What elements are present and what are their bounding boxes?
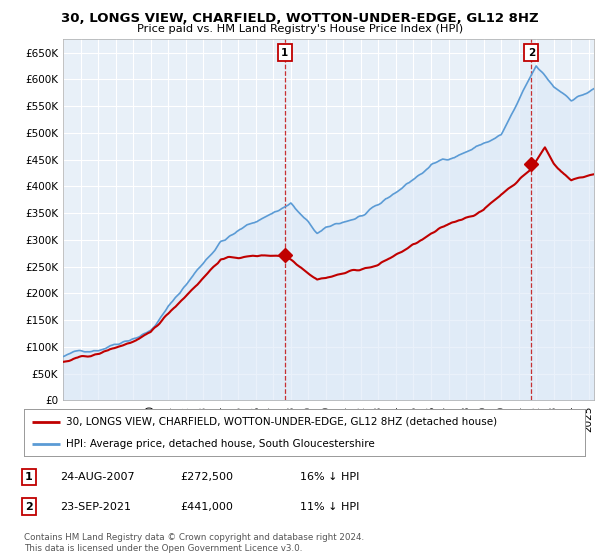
Text: 1: 1 xyxy=(25,472,32,482)
Text: HPI: Average price, detached house, South Gloucestershire: HPI: Average price, detached house, Sout… xyxy=(66,438,375,449)
Text: 30, LONGS VIEW, CHARFIELD, WOTTON-UNDER-EDGE, GL12 8HZ (detached house): 30, LONGS VIEW, CHARFIELD, WOTTON-UNDER-… xyxy=(66,417,497,427)
Text: 11% ↓ HPI: 11% ↓ HPI xyxy=(300,502,359,512)
Text: 23-SEP-2021: 23-SEP-2021 xyxy=(60,502,131,512)
Text: 2: 2 xyxy=(528,48,535,58)
Text: Contains HM Land Registry data © Crown copyright and database right 2024.
This d: Contains HM Land Registry data © Crown c… xyxy=(24,533,364,553)
Text: Price paid vs. HM Land Registry's House Price Index (HPI): Price paid vs. HM Land Registry's House … xyxy=(137,24,463,34)
Text: 1: 1 xyxy=(281,48,289,58)
Text: 30, LONGS VIEW, CHARFIELD, WOTTON-UNDER-EDGE, GL12 8HZ: 30, LONGS VIEW, CHARFIELD, WOTTON-UNDER-… xyxy=(61,12,539,25)
Text: 24-AUG-2007: 24-AUG-2007 xyxy=(60,472,134,482)
Text: £441,000: £441,000 xyxy=(180,502,233,512)
Text: 2: 2 xyxy=(25,502,32,512)
Text: 16% ↓ HPI: 16% ↓ HPI xyxy=(300,472,359,482)
Text: £272,500: £272,500 xyxy=(180,472,233,482)
